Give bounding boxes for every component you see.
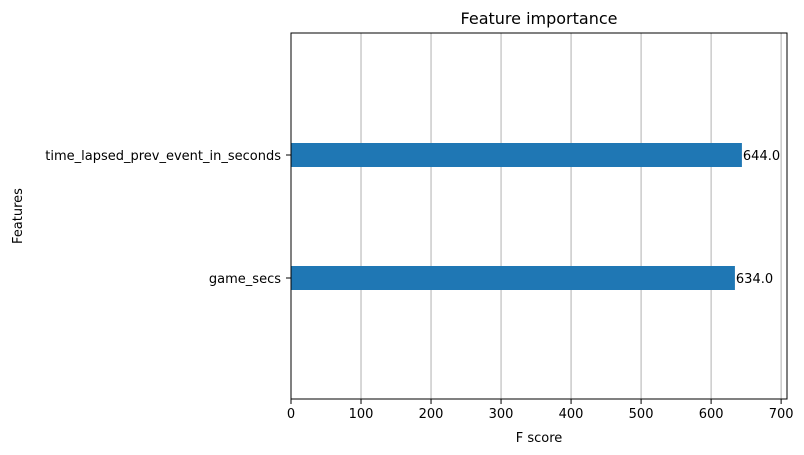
chart-title: Feature importance (461, 9, 618, 28)
plot-frame (290, 32, 788, 400)
x-tick-label: 400 (559, 407, 584, 422)
bar-time_lapsed_prev_event_in_seconds (291, 143, 742, 167)
x-tick-label: 0 (287, 407, 295, 422)
grid-layer (290, 33, 782, 399)
bar-value-label: 644.0 (743, 149, 780, 164)
x-tick-label: 100 (349, 407, 374, 422)
labels-layer: game_secs 634.0 time_lapsed_prev_event_in_… (45, 149, 780, 287)
ticks-layer: 0 100 200 300 400 500 600 700 (286, 154, 794, 422)
x-tick-label: 200 (419, 407, 444, 422)
bar-game_secs (291, 266, 735, 290)
bars-layer (291, 143, 742, 290)
y-tick-label: time_lapsed_prev_event_in_seconds (45, 149, 281, 164)
y-tick-label: game_secs (209, 272, 281, 287)
bar-value-label: 634.0 (736, 272, 773, 287)
x-axis-label: F score (516, 431, 563, 446)
x-tick-label: 700 (769, 407, 794, 422)
x-tick-label: 300 (489, 407, 514, 422)
x-tick-label: 600 (699, 407, 724, 422)
y-axis-label: Features (11, 188, 26, 244)
x-tick-label: 500 (629, 407, 654, 422)
